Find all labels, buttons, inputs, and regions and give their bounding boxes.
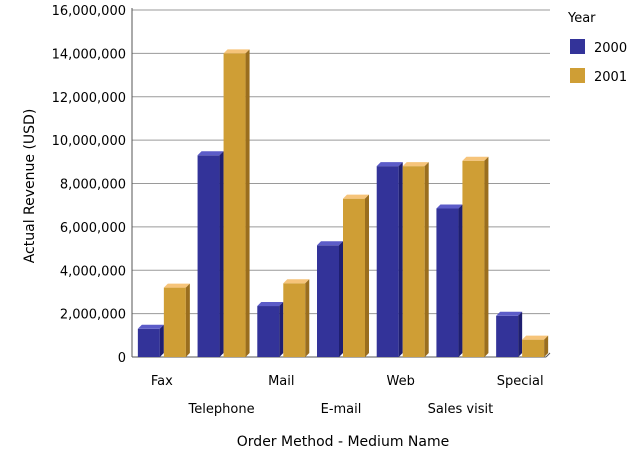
bar-front bbox=[462, 160, 485, 357]
bar-front bbox=[223, 53, 246, 357]
bar-front bbox=[163, 287, 186, 357]
bar-front bbox=[436, 208, 459, 357]
x-tick-label-special: Special bbox=[497, 374, 544, 389]
x-axis-title: Order Method - Medium Name bbox=[237, 434, 449, 450]
bar-mail-2000 bbox=[257, 302, 284, 357]
bar-top bbox=[257, 302, 284, 307]
legend: Year 2000 2001 bbox=[567, 11, 627, 85]
bar-side bbox=[305, 279, 310, 357]
bar-front bbox=[137, 328, 160, 357]
y-axis-title: Actual Revenue (USD) bbox=[22, 109, 38, 264]
legend-title: Year bbox=[567, 11, 596, 26]
legend-swatch-2000 bbox=[570, 39, 585, 54]
bar-top bbox=[223, 49, 250, 54]
bar-special-2001 bbox=[522, 335, 549, 357]
bar-top bbox=[317, 241, 343, 246]
bar-e-mail-2000 bbox=[317, 241, 343, 357]
bar-front bbox=[402, 166, 425, 357]
y-tick-label: 0 bbox=[118, 351, 126, 366]
bar-sales-visit-2001 bbox=[462, 156, 489, 357]
bar-front bbox=[197, 155, 220, 357]
bar-side bbox=[279, 302, 284, 357]
bar-front bbox=[317, 245, 339, 357]
bar-mail-2001 bbox=[283, 279, 310, 357]
y-tick-label: 14,000,000 bbox=[52, 47, 126, 62]
bar-top bbox=[522, 335, 549, 340]
x-axis-depth-line bbox=[545, 352, 551, 358]
bar-side bbox=[185, 283, 190, 357]
bar-front bbox=[283, 283, 306, 357]
bar-top bbox=[436, 204, 463, 209]
y-tick-label: 2,000,000 bbox=[60, 308, 126, 323]
x-tick-label-telephone: Telephone bbox=[188, 402, 255, 417]
bar-top bbox=[343, 194, 369, 199]
bar-side bbox=[245, 49, 250, 357]
bar-front bbox=[343, 198, 365, 357]
legend-swatch-2001 bbox=[570, 68, 585, 83]
y-tick-label: 12,000,000 bbox=[52, 91, 126, 106]
bar-web-2001 bbox=[402, 162, 429, 357]
bar-top bbox=[283, 279, 310, 284]
bar-side bbox=[484, 156, 489, 357]
y-tick-label: 10,000,000 bbox=[52, 134, 126, 149]
legend-label-2001: 2001 bbox=[594, 70, 627, 85]
y-tick-label: 16,000,000 bbox=[52, 4, 126, 19]
bar-side bbox=[219, 151, 224, 357]
bar-side bbox=[365, 194, 369, 357]
y-tick-label: 8,000,000 bbox=[60, 178, 126, 193]
bar-front bbox=[257, 306, 280, 357]
bar-front bbox=[376, 166, 399, 357]
bar-top bbox=[402, 162, 429, 167]
y-tick-labels: 0 2,000,000 4,000,000 6,000,000 8,000,000 10,… bbox=[52, 4, 126, 366]
bar-front bbox=[496, 315, 519, 357]
x-tick-label-web: Web bbox=[387, 374, 415, 389]
x-tick-label-e-mail: E-mail bbox=[321, 402, 362, 417]
bar-sales-visit-2000 bbox=[436, 204, 463, 357]
bar-top bbox=[376, 162, 403, 167]
bar-side bbox=[424, 162, 429, 357]
bar-top bbox=[163, 283, 190, 288]
bar-side bbox=[159, 324, 164, 357]
bar-top bbox=[137, 324, 164, 329]
bar-top bbox=[462, 156, 489, 161]
bar-e-mail-2001 bbox=[343, 194, 369, 357]
bar-web-2000 bbox=[376, 162, 403, 357]
bar-telephone-2000 bbox=[197, 151, 224, 357]
bar-side bbox=[339, 241, 343, 357]
bar-fax-2001 bbox=[163, 283, 190, 357]
legend-label-2000: 2000 bbox=[594, 41, 627, 56]
bars bbox=[137, 49, 549, 357]
bar-top bbox=[197, 151, 224, 156]
bar-front bbox=[522, 339, 545, 357]
bar-fax-2000 bbox=[137, 324, 164, 357]
bar-side bbox=[458, 204, 463, 357]
bar-special-2000 bbox=[496, 311, 523, 357]
x-tick-labels: Fax Telephone Mail E-mail Web Sales visitSpec… bbox=[151, 374, 544, 417]
bar-side bbox=[544, 335, 549, 357]
bar-side bbox=[398, 162, 403, 357]
y-tick-label: 4,000,000 bbox=[60, 264, 126, 279]
bar-telephone-2001 bbox=[223, 49, 250, 357]
y-tick-label: 6,000,000 bbox=[60, 221, 126, 236]
x-tick-label-sales-visit: Sales visit bbox=[428, 402, 494, 417]
x-tick-label-fax: Fax bbox=[151, 374, 173, 389]
bar-top bbox=[496, 311, 523, 316]
x-tick-label-mail: Mail bbox=[268, 374, 294, 389]
bar-side bbox=[518, 311, 523, 357]
